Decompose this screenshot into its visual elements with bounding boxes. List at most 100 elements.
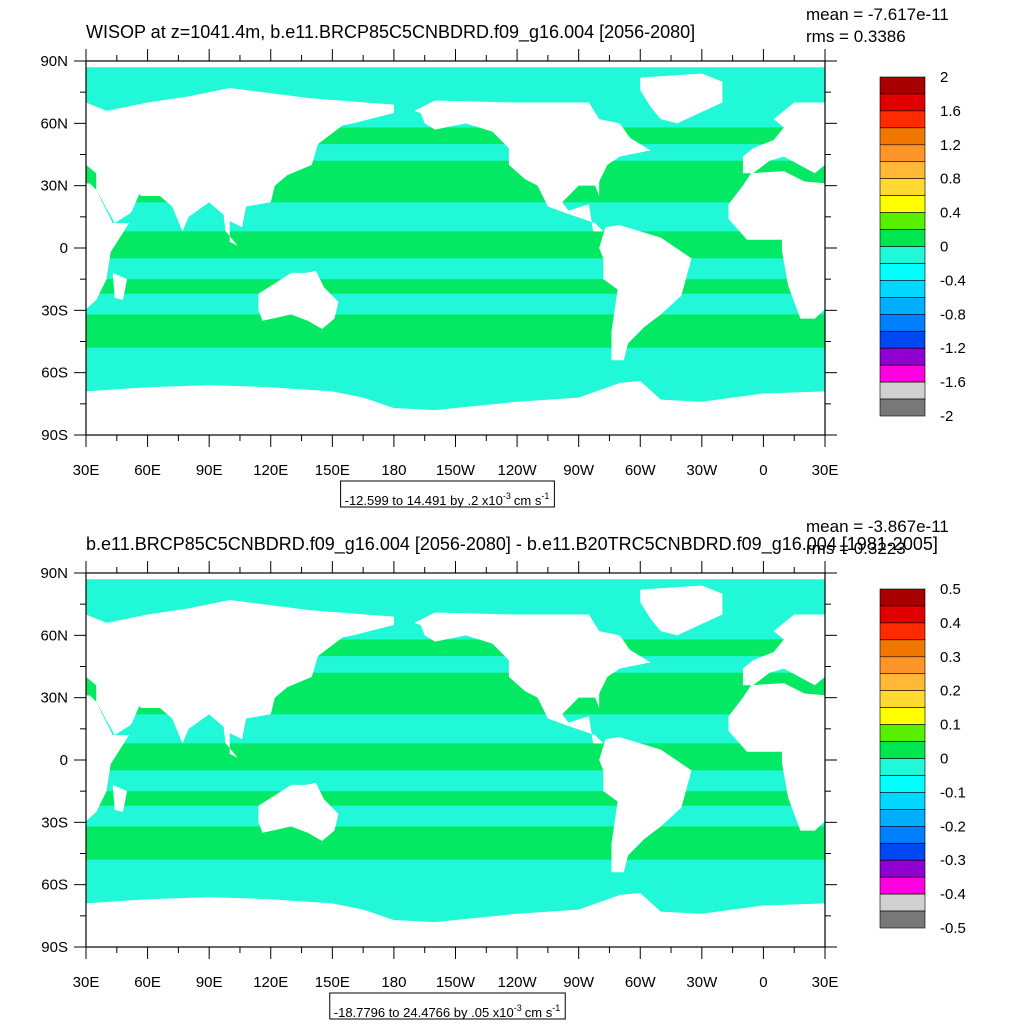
land [997,783,1024,841]
x-tick-label: 30W [686,462,718,479]
info-exp: -3 [514,1003,522,1013]
land [728,171,825,319]
mean-stat: mean = -3.867e-11 [806,517,949,536]
colorbar-label: -0.5 [940,920,966,937]
colorbar-box [879,809,926,827]
colorbar-label: -1.2 [940,340,966,357]
colorbar-label: 1.2 [940,137,961,154]
colorbar-box [879,127,926,146]
colorbar-box [879,212,926,230]
colorbar-box [879,588,926,607]
land [599,225,692,361]
colorbar-box [879,758,926,776]
y-tick-label: 90S [41,427,68,444]
land [599,737,692,873]
colorbar-label: -0.3 [940,852,966,869]
colorbar-box [879,195,926,213]
colorbar-box [879,76,926,95]
y-tick-label: 90N [40,53,68,70]
land [640,73,723,124]
land [112,272,128,300]
colorbar-label: 0 [940,751,948,768]
x-tick-label: 60W [625,462,657,479]
title: b.e11.BRCP85C5CNBDRD.f09_g16.004 [2056-2… [86,534,938,555]
colorbar-box [879,876,926,895]
map-field [86,571,1024,947]
colorbar-box [879,178,926,196]
info-text: -12.599 to 14.491 by .2 x10-3 cm s-1 [345,491,550,508]
info-exp: -3 [503,491,511,501]
colorbar-label: 0.5 [940,581,961,598]
colorbar-label: -1.6 [940,374,966,391]
ocean-band [86,231,825,259]
colorbar-box [879,347,926,366]
x-tick-label: 120W [497,462,537,479]
land [86,88,394,246]
colorbar-label: 0.2 [940,683,961,700]
land [112,784,128,812]
land [742,614,825,686]
colorbar-box [879,398,926,417]
colorbar-label: 0.4 [940,205,961,222]
land [86,695,130,822]
land [825,59,1024,67]
y-tick-label: 60N [40,115,68,132]
colorbar-label: -0.4 [940,272,966,289]
colorbar-box [879,707,926,725]
x-tick-label: 180 [381,462,406,479]
land [997,271,1024,329]
colorbar-box [879,910,926,929]
land [852,785,866,812]
x-tick-label: 0 [759,462,767,479]
x-tick-label: 120E [253,974,288,991]
colorbar-box [879,792,926,810]
colorbar-box [879,364,926,383]
x-tick-label: 150E [315,974,350,991]
land [86,892,825,947]
colorbar-label: 1.6 [940,103,961,120]
y-tick-label: 60N [40,627,68,644]
colorbar-box [879,741,926,759]
colorbar-box [879,263,926,281]
colorbar-label: -2 [940,408,953,425]
colorbar-box [879,280,926,298]
colorbar-box [879,144,926,163]
y-tick-label: 60S [41,365,68,382]
info-box [329,992,566,1020]
colorbar-box [879,381,926,400]
map-panel: b.e11.BRCP85C5CNBDRD.f09_g16.004 [2056-2… [40,517,1024,1020]
map-panel: WISOP at z=1041.4m, b.e11.BRCP85C5CNBDRD… [40,5,1024,508]
colorbar-box [879,893,926,912]
colorbar-box [879,825,926,844]
land [825,571,1024,579]
colorbar-box [879,297,926,315]
x-tick-label: 120W [497,974,537,991]
colorbar-box [879,110,926,129]
land [742,102,825,174]
ocean-band [86,791,825,806]
ocean-band [86,279,825,294]
land [86,600,394,758]
rms-stat: rms = 0.3223 [806,539,906,558]
info-unit: cm s [514,493,542,508]
colorbar-label: 0.1 [940,717,961,734]
info-range: -18.7796 to 24.4766 by .05 x10 [334,1005,514,1020]
y-tick-label: 30N [40,178,68,195]
colorbar-label: 0 [940,239,948,256]
x-tick-label: 60E [134,462,161,479]
colorbar-box [879,775,926,793]
y-tick-label: 30S [41,814,68,831]
info-text: -18.7796 to 24.4766 by .05 x10-3 cm s-1 [334,1003,560,1020]
x-tick-label: 150E [315,462,350,479]
info-unit-exp: -1 [541,491,549,501]
land [258,270,339,330]
colorbar-box [879,161,926,180]
x-tick-label: 30E [73,462,100,479]
x-tick-label: 0 [759,974,767,991]
colorbar-box [879,673,926,692]
y-tick-label: 90S [41,939,68,956]
y-tick-label: 90N [40,565,68,582]
colorbar-box [879,859,926,878]
colorbar-box [879,93,926,112]
